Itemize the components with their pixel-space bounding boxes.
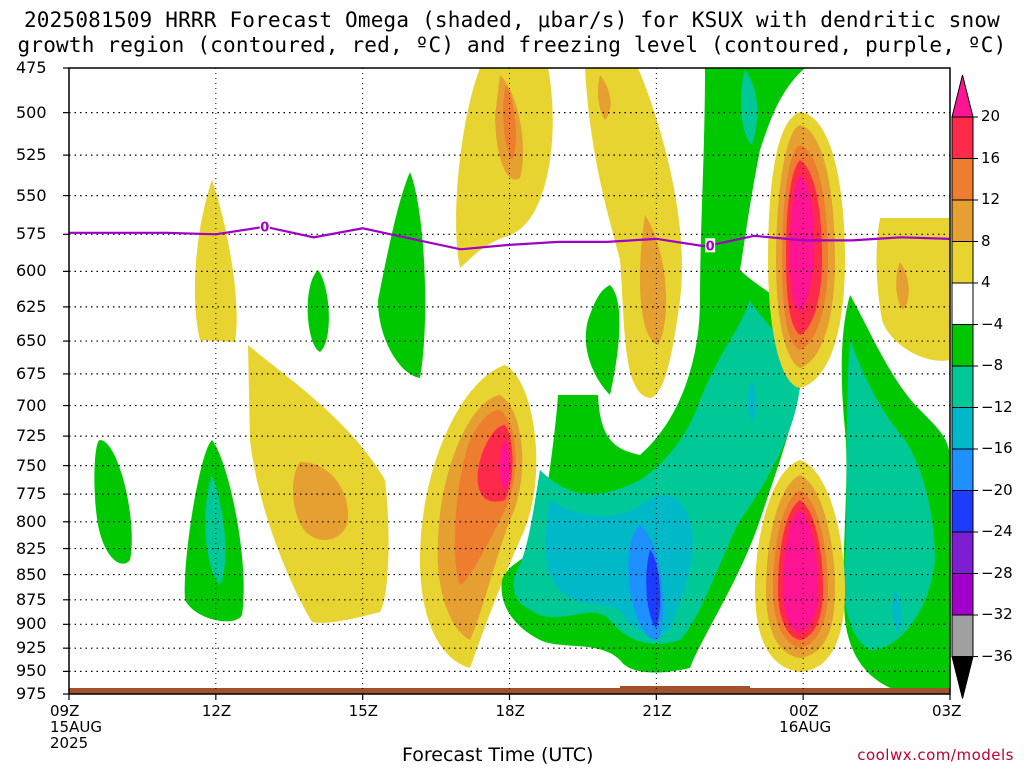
colorbar-label: −28 <box>981 563 1013 582</box>
x-tick-label: 00Z <box>789 702 819 720</box>
colorbar-label: −16 <box>981 439 1013 457</box>
colorbar-band <box>951 407 974 450</box>
colorbar-band <box>951 241 974 284</box>
x-tick-label: 03Z <box>932 702 962 720</box>
colorbar-band <box>951 448 974 491</box>
colorbar-label: 4 <box>981 273 991 291</box>
colorbar-label: −4 <box>981 314 1004 333</box>
chart-title-line-2: growth region (contoured, red, ºC) and f… <box>17 33 1007 57</box>
y-tick-label: 650 <box>16 331 47 351</box>
colorbar-label: −24 <box>981 522 1013 540</box>
colorbar-band <box>951 573 974 616</box>
colorbar-label: −12 <box>981 397 1013 416</box>
x-tick-label: 12Z <box>201 702 232 720</box>
credit-link[interactable]: coolwx.com/models <box>857 746 1014 764</box>
y-tick-label: 525 <box>16 145 47 165</box>
y-tick-label: 625 <box>16 296 47 316</box>
y-tick-label: 800 <box>16 511 47 531</box>
y-tick-label: 700 <box>16 395 47 415</box>
colorbar-label: 20 <box>981 107 1001 125</box>
colorbar-band <box>951 324 974 367</box>
ground-layer <box>69 688 950 694</box>
colorbar-label: 12 <box>981 190 1001 208</box>
x-axis-title: Forecast Time (UTC) <box>402 744 594 766</box>
colorbar-band <box>951 614 974 657</box>
y-tick-label: 950 <box>16 661 47 681</box>
colorbar <box>951 74 978 699</box>
colorbar-band <box>951 365 974 408</box>
y-tick-label: 875 <box>16 589 47 609</box>
colorbar-band <box>951 282 974 325</box>
colorbar-label: 8 <box>981 231 991 250</box>
colorbar-label: −20 <box>981 480 1013 499</box>
y-axis-ticks <box>63 67 951 700</box>
freezing-level-label: 0 <box>260 221 269 236</box>
y-tick-label: 725 <box>16 426 47 446</box>
x-tick-label: 16AUG <box>779 718 832 736</box>
x-tick-label: 09Z <box>50 702 80 720</box>
colorbar-bottom-triangle <box>951 656 974 699</box>
grid <box>69 68 950 694</box>
x-tick-label: 15AUG <box>50 718 102 736</box>
colorbar-label: 16 <box>981 148 1001 167</box>
x-tick-label: 21Z <box>642 702 672 720</box>
y-tick-label: 575 <box>16 224 47 244</box>
y-tick-label: 750 <box>16 455 47 475</box>
y-tick-label: 550 <box>16 185 47 205</box>
y-tick-label: 850 <box>16 564 47 584</box>
freezing-level-label-bg <box>259 219 270 234</box>
colorbar-top-triangle <box>951 74 974 118</box>
freezing-level-line <box>69 225 951 251</box>
freezing-level-labels: 00 <box>259 219 716 254</box>
x-tick-label: 2025 <box>50 734 89 752</box>
y-tick-label: 925 <box>16 638 47 658</box>
colorbar-label: −8 <box>981 356 1004 374</box>
freezing-level-label-bg <box>705 238 716 253</box>
y-tick-label: 900 <box>16 614 47 634</box>
freezing-level-label: 0 <box>706 239 715 254</box>
x-tick-label: 18Z <box>495 702 525 720</box>
colorbar-label: −32 <box>981 605 1013 623</box>
y-tick-label: 775 <box>16 484 47 504</box>
y-tick-label: 475 <box>16 58 47 77</box>
x-tick-label: 15Z <box>348 702 379 720</box>
colorbar-band <box>951 158 974 201</box>
y-tick-label: 500 <box>16 102 47 122</box>
colorbar-band <box>951 531 974 574</box>
y-tick-label: 675 <box>16 363 47 383</box>
colorbar-band <box>951 490 974 533</box>
colorbar-label: −36 <box>981 646 1013 665</box>
y-tick-label: 975 <box>16 684 47 703</box>
colorbar-band <box>951 199 974 242</box>
y-tick-label: 825 <box>16 538 47 558</box>
chart-title-line-1: 2025081509 HRRR Forecast Omega (shaded, … <box>23 8 1001 32</box>
y-tick-label: 600 <box>16 261 47 281</box>
colorbar-band <box>951 116 974 159</box>
